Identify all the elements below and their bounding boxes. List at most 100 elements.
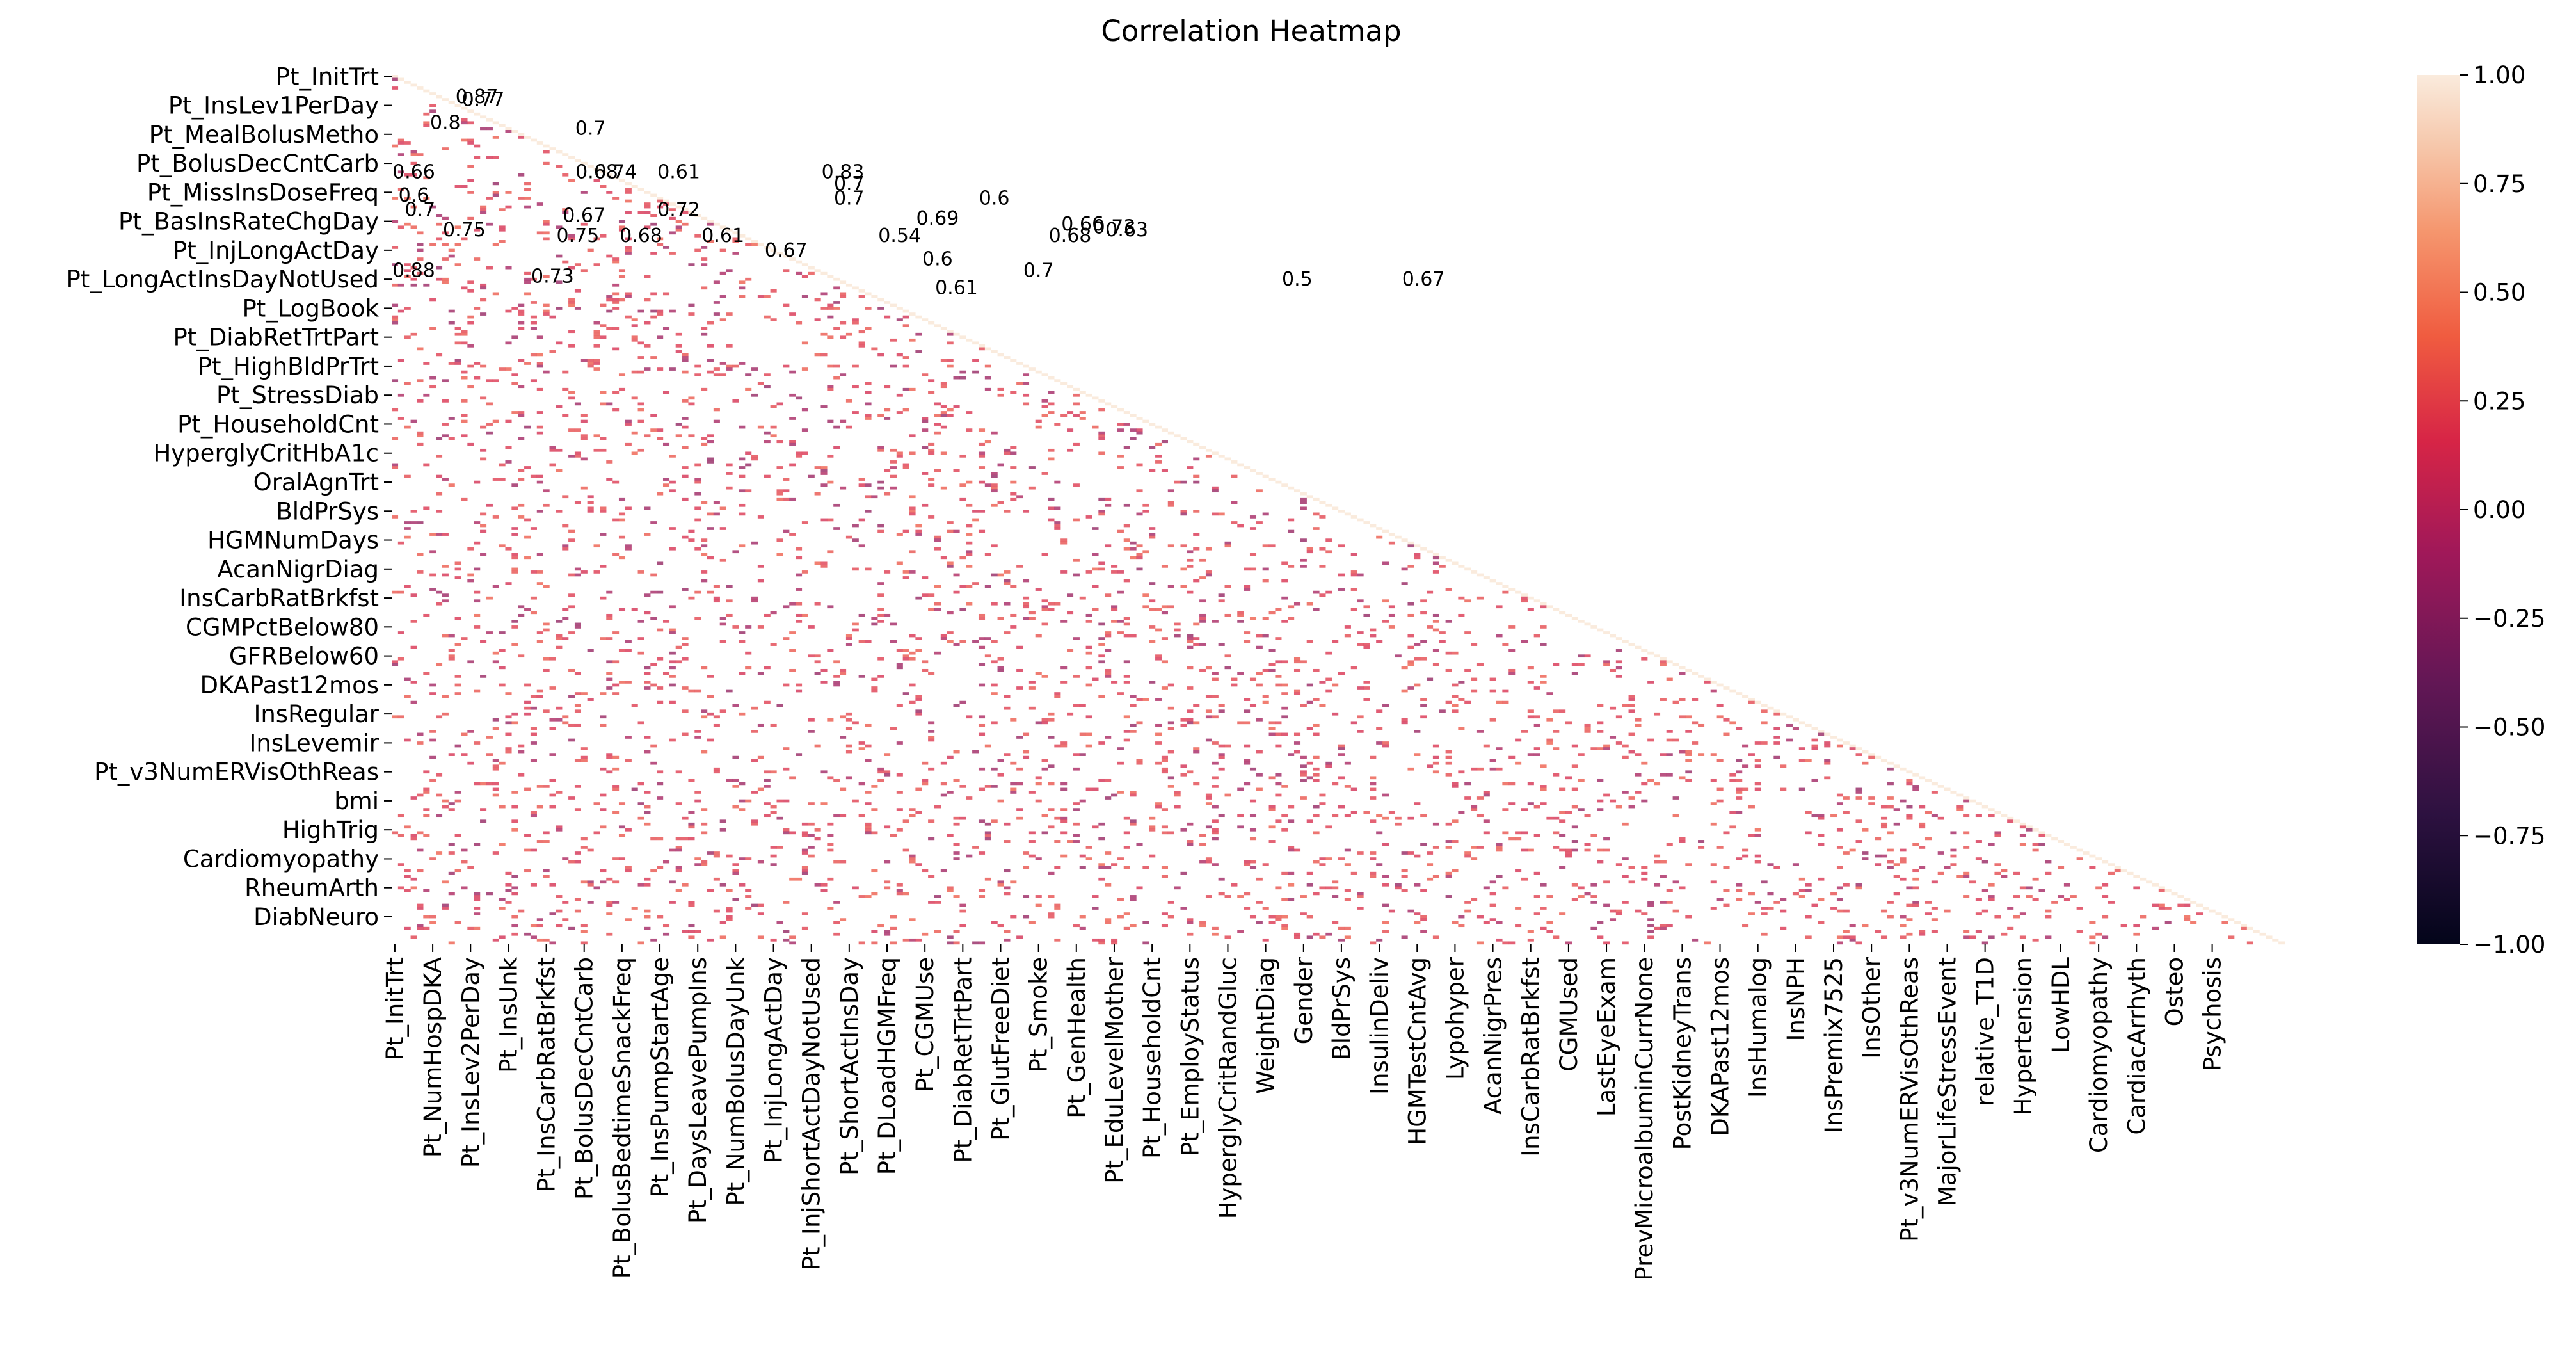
heatmap-cell — [1483, 886, 1490, 890]
heatmap-cell — [417, 848, 424, 852]
heatmap-cell — [1578, 654, 1585, 658]
heatmap-cell — [600, 437, 607, 440]
heatmap-cell — [814, 672, 821, 675]
heatmap-cell — [726, 585, 733, 588]
heatmap-cell — [511, 527, 518, 530]
heatmap-cell — [1205, 666, 1212, 670]
heatmap-cell — [1432, 620, 1439, 623]
heatmap-cell — [719, 373, 726, 376]
heatmap-cell — [991, 921, 998, 924]
heatmap-cell — [726, 909, 733, 913]
heatmap-cell — [612, 553, 620, 556]
heatmap-cell — [637, 883, 644, 887]
heatmap-cell — [1073, 802, 1080, 805]
heatmap-cell — [1363, 645, 1370, 649]
heatmap-cell — [1641, 799, 1648, 803]
heatmap-cell — [840, 292, 847, 296]
heatmap-cell — [587, 364, 594, 368]
heatmap-cell — [827, 550, 834, 554]
heatmap-cell — [845, 750, 852, 754]
heatmap-cell — [902, 892, 909, 896]
heatmap-cell — [707, 359, 714, 362]
heatmap-cell — [739, 857, 746, 860]
heatmap-cell — [662, 442, 670, 446]
heatmap-cell — [442, 231, 449, 235]
heatmap-cell — [448, 248, 455, 252]
heatmap-cell — [1212, 620, 1219, 623]
heatmap-cell — [631, 335, 638, 339]
heatmap-cell — [1035, 799, 1042, 803]
heatmap-cell — [511, 620, 518, 623]
heatmap-cell — [1300, 895, 1307, 898]
heatmap-cell — [719, 506, 726, 510]
heatmap-cell — [833, 901, 840, 904]
heatmap-cell — [1167, 785, 1174, 788]
heatmap-cell — [1105, 649, 1112, 652]
heatmap-cell — [719, 617, 726, 620]
heatmap-cell — [1325, 651, 1332, 655]
heatmap-cell — [745, 625, 752, 629]
heatmap-cell — [1249, 767, 1257, 771]
heatmap-cell — [1370, 875, 1377, 878]
heatmap-cell — [580, 837, 588, 841]
heatmap-cell — [1231, 883, 1238, 887]
heatmap-cell — [524, 280, 531, 284]
heatmap-cell — [1155, 802, 1162, 805]
heatmap-cell — [1004, 930, 1011, 933]
heatmap-cell — [789, 776, 796, 780]
heatmap-cell — [978, 451, 986, 455]
heatmap-cell — [480, 819, 487, 823]
heatmap-cell — [972, 640, 979, 643]
heatmap-cell — [556, 469, 563, 472]
heatmap-cell — [1325, 550, 1332, 554]
heatmap-cell — [392, 283, 399, 287]
heatmap-cell — [568, 179, 575, 182]
heatmap-cell — [618, 269, 626, 273]
heatmap-cell — [789, 668, 796, 672]
heatmap-cell — [1754, 782, 1761, 786]
heatmap-cell — [1628, 805, 1635, 809]
heatmap-cell — [492, 764, 499, 768]
heatmap-cell — [1875, 863, 1882, 866]
heatmap-cell — [454, 243, 461, 246]
heatmap-cell — [1862, 857, 1869, 860]
heatmap-cell — [397, 657, 404, 661]
heatmap-cell — [890, 622, 897, 626]
heatmap-cell — [827, 303, 834, 307]
heatmap-cell — [2058, 866, 2065, 869]
heatmap-cell — [751, 903, 758, 907]
heatmap-cell — [1338, 672, 1345, 675]
heatmap-cell — [953, 332, 960, 336]
heatmap-cell — [1773, 709, 1780, 713]
heatmap-cell — [682, 417, 689, 420]
heatmap-cell — [1281, 828, 1288, 832]
heatmap-cell — [568, 330, 575, 334]
heatmap-cell — [682, 497, 689, 501]
heatmap-cell — [1325, 538, 1332, 542]
heatmap-cell — [959, 903, 966, 907]
heatmap-cell — [1458, 770, 1465, 774]
heatmap-cell — [2246, 926, 2253, 930]
heatmap-cell — [530, 611, 537, 615]
heatmap-cell — [820, 483, 828, 487]
heatmap-cell — [1887, 915, 1894, 919]
heatmap-cell — [1073, 675, 1080, 678]
heatmap-cell — [1597, 935, 1604, 939]
heatmap-cell — [1521, 831, 1528, 835]
heatmap-cell — [1035, 782, 1042, 786]
heatmap-cell — [1218, 767, 1225, 771]
heatmap-cell — [865, 327, 872, 330]
heatmap-cell — [972, 846, 979, 849]
heatmap-cell — [1736, 727, 1743, 730]
heatmap-cell — [1533, 912, 1540, 915]
heatmap-cell — [606, 460, 613, 464]
heatmap-cell — [833, 327, 840, 330]
heatmap-cell — [1041, 831, 1048, 835]
heatmap-cell — [2253, 930, 2260, 933]
heatmap-cell — [852, 364, 859, 368]
heatmap-cell — [2001, 875, 2008, 878]
heatmap-cell — [568, 605, 575, 609]
heatmap-cell — [1395, 883, 1402, 887]
heatmap-cell — [1288, 518, 1295, 522]
heatmap-cell — [417, 153, 424, 156]
